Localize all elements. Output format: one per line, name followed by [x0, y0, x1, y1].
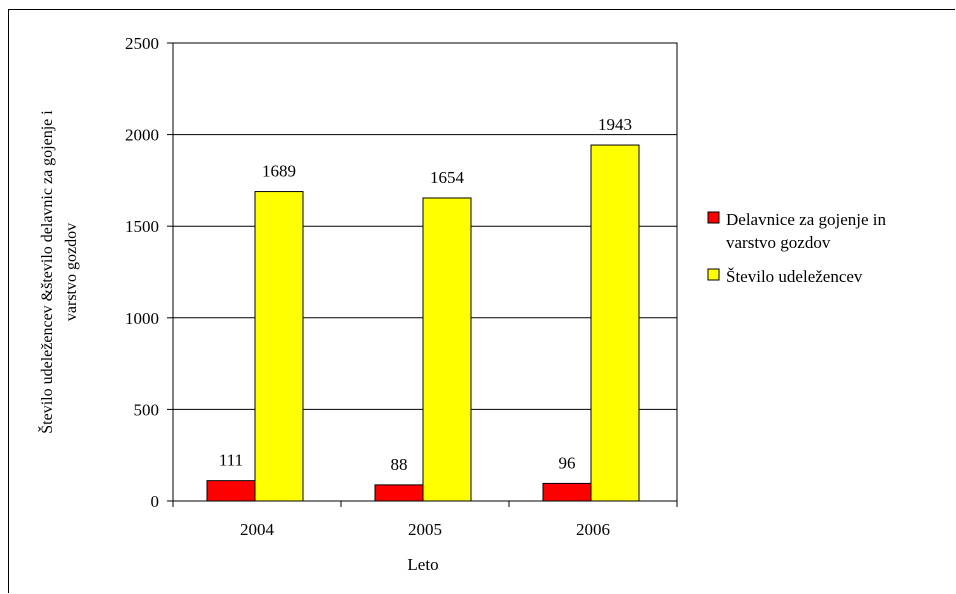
x-axis-title: Leto: [407, 555, 438, 574]
x-axis-ticks: 2004 2005 2006: [172, 501, 678, 539]
bar-delavnice-2004: [206, 480, 256, 502]
data-label: 1943: [598, 115, 632, 134]
legend-swatch: [707, 211, 720, 224]
y-tick-label: 2500: [125, 34, 159, 53]
data-label: 88: [391, 455, 408, 474]
bar-udelezenci-2004: [254, 191, 304, 502]
data-labels: 111 1689 88 1654 96 1943: [219, 115, 632, 474]
y-axis-title: Število udeležencev &število delavnic za…: [37, 110, 80, 434]
x-tick-label: 2005: [408, 520, 442, 539]
y-tick-label: 500: [134, 400, 160, 419]
data-label: 96: [559, 453, 576, 472]
legend: Delavnice za gojenje in varstvo gozdov Šte…: [707, 210, 887, 286]
y-tick-label: 1500: [125, 217, 159, 236]
data-label: 1654: [430, 168, 465, 187]
bar-udelezenci-2006: [590, 144, 640, 502]
bars: [206, 144, 640, 502]
bar-delavnice-2006: [542, 482, 592, 502]
y-axis-ticks: 0 500 1000 1500 2000 2500: [125, 34, 173, 511]
bar-udelezenci-2005: [422, 197, 472, 502]
legend-label: Delavnice za gojenje in varstvo gozdov: [726, 210, 887, 252]
y-tick-label: 1000: [125, 309, 159, 328]
bar-delavnice-2005: [374, 484, 424, 502]
legend-swatch: [707, 268, 720, 281]
legend-label: Število udeležencev: [726, 267, 863, 286]
y-tick-label: 0: [151, 492, 160, 511]
chart-frame: [8, 9, 955, 593]
x-tick-label: 2004: [240, 520, 275, 539]
plot-border: [172, 42, 678, 502]
x-tick-label: 2006: [576, 520, 610, 539]
data-label: 1689: [262, 162, 296, 181]
data-label: 111: [219, 451, 243, 470]
y-tick-label: 2000: [125, 126, 159, 145]
